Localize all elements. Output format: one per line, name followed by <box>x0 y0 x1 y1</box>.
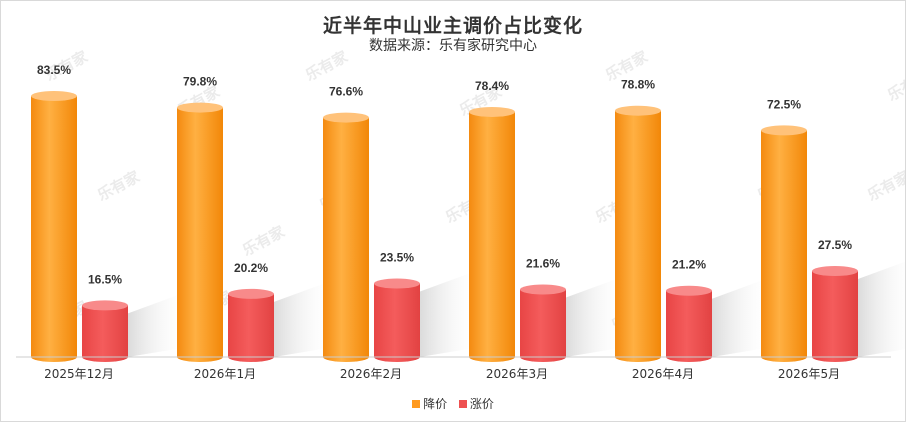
bar-shadow <box>420 269 480 357</box>
bar-increase[interactable] <box>82 305 128 362</box>
legend-swatch-decrease <box>412 400 421 408</box>
data-label: 16.5% <box>88 272 122 286</box>
watermark-text: 乐有家 <box>884 68 905 105</box>
data-label: 78.8% <box>621 78 655 92</box>
bar-decrease[interactable] <box>761 130 807 362</box>
bar-cap-decrease <box>615 105 661 116</box>
chart-legend: 降价 涨价 <box>1 395 905 412</box>
data-label: 20.2% <box>234 261 268 275</box>
watermark-text: 乐有家 <box>864 168 905 205</box>
bar-increase[interactable] <box>520 289 566 362</box>
x-tick-label: 2025年12月 <box>44 367 114 381</box>
bar-cap-decrease <box>177 102 223 113</box>
bar-cap-increase <box>666 285 712 296</box>
x-tick-label: 2026年4月 <box>632 367 694 381</box>
bar-decrease[interactable] <box>31 96 77 362</box>
data-label: 83.5% <box>37 63 71 77</box>
x-tick-label: 2026年3月 <box>486 367 548 381</box>
bar-cap-decrease <box>469 106 515 117</box>
bar-decrease[interactable] <box>615 110 661 363</box>
chart-subtitle: 数据来源：乐有家研究中心 <box>369 38 537 54</box>
bar-increase[interactable] <box>228 293 274 362</box>
data-label: 21.2% <box>672 258 706 272</box>
bar-increase[interactable] <box>374 283 420 362</box>
bar-cap-increase <box>374 278 420 289</box>
labels-layer: 83.5% 16.5% 2025年12月 79.8% 20.2% 2026年1月 76.6%… <box>37 63 852 381</box>
bar-cap-increase <box>520 284 566 295</box>
legend-label-decrease: 降价 <box>423 397 448 411</box>
data-label: 76.6% <box>329 85 363 99</box>
x-tick-label: 2026年2月 <box>340 367 402 381</box>
bar-decrease[interactable] <box>177 107 223 362</box>
bar-cap-increase <box>812 266 858 277</box>
legend-item-increase[interactable]: 涨价 <box>458 395 494 412</box>
bars-layer <box>31 91 905 363</box>
legend-item-decrease[interactable]: 降价 <box>412 395 447 412</box>
chart-title: 近半年中山业主调价占比变化 <box>322 15 583 37</box>
bar-cap-decrease <box>323 112 369 123</box>
data-label: 78.4% <box>475 79 509 93</box>
bar-shadow <box>712 276 772 357</box>
bar-shadow <box>858 261 905 357</box>
watermark-text: 乐有家 <box>94 168 142 205</box>
bar-increase[interactable] <box>812 271 858 362</box>
data-label: 23.5% <box>380 251 414 265</box>
legend-label-increase: 涨价 <box>469 397 494 411</box>
data-label: 72.5% <box>767 97 801 111</box>
bar-increase[interactable] <box>666 290 712 362</box>
data-label: 21.6% <box>526 256 560 270</box>
bar-decrease[interactable] <box>323 117 369 363</box>
x-tick-label: 2026年5月 <box>778 367 840 381</box>
x-tick-label: 2026年1月 <box>194 367 256 381</box>
data-label: 79.8% <box>183 75 217 89</box>
watermark-text: 乐有家 <box>239 223 287 260</box>
legend-swatch-increase <box>458 400 467 408</box>
bar-cap-increase <box>228 288 274 299</box>
bar-decrease[interactable] <box>469 111 515 362</box>
bar-cap-increase <box>82 300 128 311</box>
bar-cap-decrease <box>761 125 807 136</box>
data-label: 27.5% <box>818 238 852 252</box>
bar-shadow <box>128 291 188 357</box>
bar-shadow <box>566 275 626 357</box>
bar-shadow <box>274 279 334 357</box>
bar-cap-decrease <box>31 91 77 101</box>
